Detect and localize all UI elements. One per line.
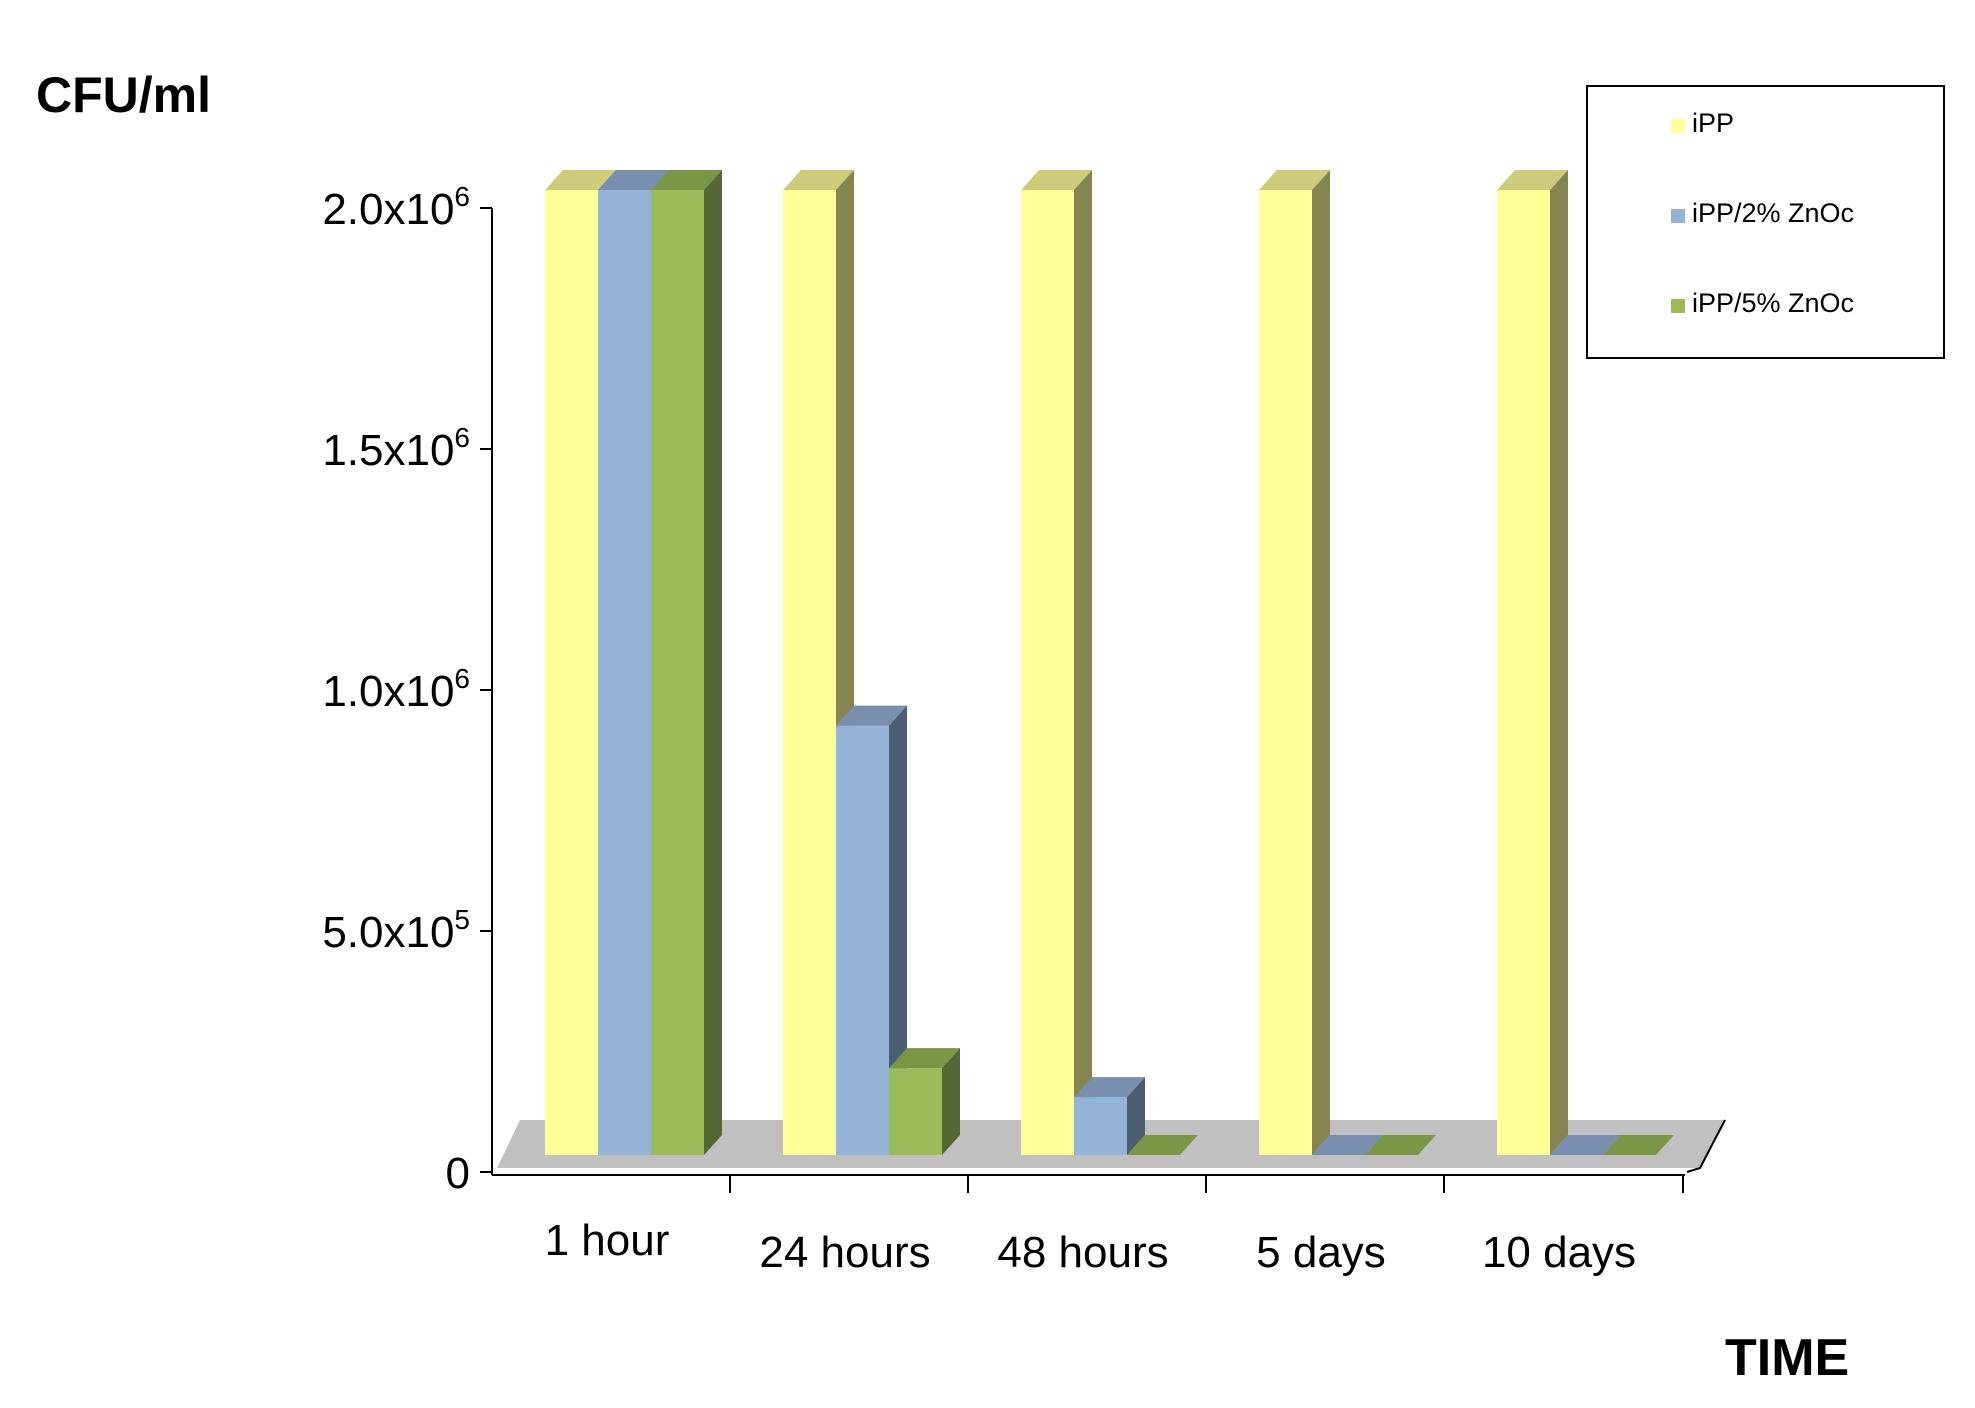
bar-side xyxy=(1127,1077,1145,1155)
legend-label-ipp-5-znoc: iPP/5% ZnOc xyxy=(1692,288,1854,318)
bar-front xyxy=(889,1068,942,1155)
bar-ipp-48-hours xyxy=(1021,170,1092,1155)
legend-swatch-ipp-2-znoc xyxy=(1671,209,1685,223)
category-label-24-hours: 24 hours xyxy=(759,1228,930,1277)
y-tick-label-1: 5.0x105 xyxy=(322,904,470,957)
bar-top xyxy=(1550,1135,1621,1155)
bar-top xyxy=(1312,1135,1383,1155)
bar-front xyxy=(1259,190,1312,1155)
bar-ipp-5-znoc-5-days xyxy=(1365,1135,1436,1155)
bar-top xyxy=(783,170,854,190)
bar-ipp-2-znoc-24-hours xyxy=(836,705,907,1155)
floor-edge xyxy=(1686,1119,1726,1173)
bars xyxy=(545,170,1674,1155)
bar-front xyxy=(1497,190,1550,1155)
legend-swatch-ipp xyxy=(1671,119,1685,133)
bar-top xyxy=(598,170,669,190)
bar-top xyxy=(1603,1135,1674,1155)
bar-ipp-2-znoc-48-hours xyxy=(1074,1077,1145,1155)
bar-front xyxy=(598,190,651,1155)
bar-side xyxy=(1312,170,1330,1155)
category-label-48-hours: 48 hours xyxy=(997,1228,1168,1277)
bar-ipp-5-znoc-10-days xyxy=(1603,1135,1674,1155)
bar-top xyxy=(836,705,907,726)
bar-top xyxy=(651,170,722,190)
legend-label-ipp-2-znoc: iPP/2% ZnOc xyxy=(1692,198,1854,228)
bar-ipp-2-znoc-5-days xyxy=(1312,1135,1383,1155)
legend: iPP iPP/2% ZnOc iPP/5% ZnOc xyxy=(1586,85,1945,359)
bar-top xyxy=(1074,1077,1145,1098)
bar-top xyxy=(1497,170,1568,190)
bar-side xyxy=(704,170,722,1155)
bar-front xyxy=(1021,190,1074,1155)
bar-ipp-5-znoc-48-hours xyxy=(1127,1135,1198,1155)
bar-side xyxy=(942,1048,960,1155)
bar-top xyxy=(1021,170,1092,190)
bar-front xyxy=(836,725,889,1155)
bar-front xyxy=(545,190,598,1155)
legend-swatch-ipp-5-znoc xyxy=(1671,299,1685,313)
bar-ipp-5-days xyxy=(1259,170,1330,1155)
category-label-1-hour: 1 hour xyxy=(545,1216,670,1265)
bar-top xyxy=(889,1048,960,1069)
x-axis-categories: 1 hour 24 hours 48 hours 5 days 10 days xyxy=(545,1216,1636,1277)
bar-ipp-5-znoc-24-hours xyxy=(889,1048,960,1155)
bar-side xyxy=(889,705,907,1155)
y-tick-label-4: 2.0x106 xyxy=(322,181,470,234)
bar-front xyxy=(783,190,836,1155)
bar-ipp-2-znoc-10-days xyxy=(1550,1135,1621,1155)
bar-top xyxy=(1259,170,1330,190)
bar-top xyxy=(1365,1135,1436,1155)
y-axis-ticks: 0 5.0x105 1.0x106 1.5x106 2.0x106 xyxy=(322,181,492,1198)
bar-top xyxy=(545,170,616,190)
bar-top xyxy=(1127,1135,1198,1155)
legend-box xyxy=(1586,85,1945,359)
x-axis-title: TIME xyxy=(1725,1329,1849,1387)
bar-front xyxy=(651,190,704,1155)
y-tick-label-3: 1.5x106 xyxy=(322,422,470,475)
y-axis-title: CFU/ml xyxy=(36,67,211,123)
category-label-10-days: 10 days xyxy=(1482,1228,1636,1277)
bar-side xyxy=(1074,170,1092,1155)
axes xyxy=(491,208,1685,1193)
y-tick-label-0: 0 xyxy=(446,1149,470,1198)
category-label-5-days: 5 days xyxy=(1256,1228,1386,1277)
legend-label-ipp: iPP xyxy=(1692,108,1734,138)
bar-ipp-10-days xyxy=(1497,170,1568,1155)
y-tick-label-2: 1.0x106 xyxy=(322,663,470,716)
bar-side xyxy=(1550,170,1568,1155)
bar-front xyxy=(1074,1097,1127,1155)
bar-ipp-5-znoc-1-hour xyxy=(651,170,722,1155)
